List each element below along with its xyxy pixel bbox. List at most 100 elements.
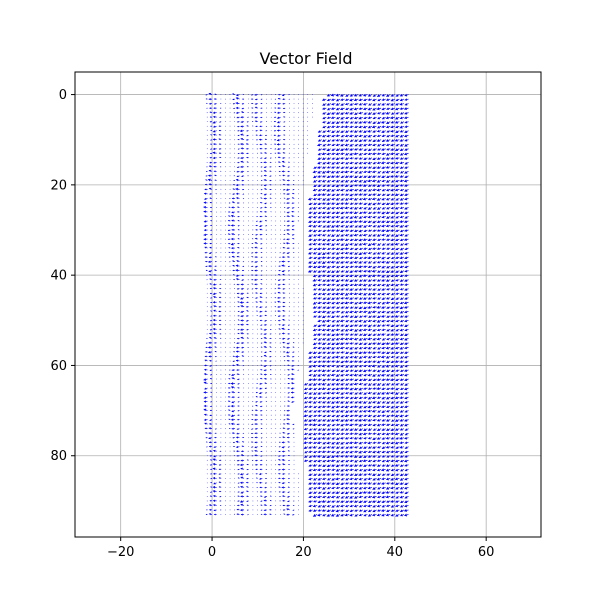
vector-arrow-head — [376, 138, 380, 142]
vector-arrow-head — [228, 206, 230, 208]
vector-arrow-head — [381, 211, 385, 215]
vector-arrow-head — [376, 165, 380, 169]
vector-arrow-head — [349, 156, 353, 160]
vector-arrow-head — [240, 319, 243, 322]
vector-arrow-head — [213, 318, 216, 322]
vector-arrow-head — [381, 220, 385, 224]
vector-arrow-head — [391, 279, 394, 282]
vector-arrow-head — [400, 170, 403, 174]
vector-arrow-head — [404, 238, 408, 242]
vector-arrow-head — [340, 274, 344, 278]
vector-arrow-head — [231, 228, 234, 232]
vector-arrow-head — [260, 197, 262, 199]
vector-arrow-head — [291, 391, 293, 394]
vector-arrow-head — [381, 265, 385, 269]
vector-arrow-head — [340, 265, 344, 269]
vector-arrow-head — [363, 229, 367, 233]
vector-arrow-head — [404, 229, 408, 232]
vector-arrow-head — [203, 378, 207, 381]
vector-arrow-head — [317, 179, 321, 183]
vector-arrow-head — [354, 269, 357, 273]
vector-arrow-head — [313, 301, 317, 305]
vector-arrow-head — [327, 260, 330, 264]
vector-arrow-head — [345, 215, 349, 219]
vector-arrow-head — [345, 193, 348, 196]
vector-arrow-head — [395, 292, 399, 296]
vector-arrow-head — [386, 323, 389, 327]
vector-arrow-head — [367, 256, 371, 260]
vector-arrow-head — [349, 288, 353, 291]
vector-arrow-head — [322, 242, 325, 246]
vector-arrow-head — [358, 220, 362, 223]
vector-arrow-head — [336, 288, 339, 291]
vector-arrow-head — [313, 296, 316, 300]
vector-arrow-head — [399, 265, 403, 269]
vector-arrow-head — [292, 192, 294, 195]
vector-arrow-head — [404, 260, 408, 264]
vector-arrow-head — [237, 202, 239, 204]
vector-arrow-head — [308, 211, 312, 215]
vector-arrow-head — [336, 98, 339, 102]
vector-arrow-head — [358, 269, 362, 273]
vector-arrow-head — [269, 337, 271, 339]
vector-arrow-head — [358, 224, 362, 228]
vector-arrow-head — [354, 233, 357, 237]
vector-arrow-head — [358, 188, 362, 192]
vector-arrow-head — [281, 327, 284, 331]
vector-arrow-head — [254, 256, 257, 259]
vector-arrow-head — [317, 256, 321, 260]
vector-arrow-head — [404, 152, 408, 156]
vector-arrow-head — [265, 138, 267, 141]
vector-arrow-head — [237, 220, 239, 222]
vector-arrow-head — [354, 351, 357, 354]
vector-arrow-head — [308, 265, 312, 269]
vector-arrow-head — [232, 193, 234, 195]
vector-arrow-head — [381, 260, 385, 264]
vector-arrow-head — [395, 166, 399, 169]
vector-arrow-head — [381, 93, 385, 97]
vector-arrow-head — [400, 211, 403, 215]
vector-arrow-head — [354, 134, 358, 138]
vector-arrow-head — [260, 201, 262, 204]
vector-arrow-head — [354, 129, 357, 133]
vector-arrow-head — [340, 211, 344, 215]
vector-arrow-head — [317, 170, 321, 174]
vector-arrow-head — [345, 229, 348, 232]
vector-arrow-head — [255, 391, 257, 394]
vector-arrow-head — [354, 382, 357, 386]
vector-arrow-head — [331, 283, 335, 287]
vector-arrow-head — [354, 183, 357, 187]
vector-arrow-head — [395, 278, 399, 282]
vector-arrow-head — [395, 341, 398, 345]
vector-arrow-head — [309, 207, 312, 210]
vector-arrow-head — [241, 175, 244, 178]
vector-arrow-head — [278, 265, 280, 267]
vector-arrow-head — [367, 328, 371, 332]
vector-arrow-head — [240, 160, 243, 164]
vector-arrow-head — [344, 170, 348, 174]
vector-arrow-head — [313, 175, 317, 179]
vector-arrow-head — [214, 261, 216, 263]
vector-arrow-head — [287, 328, 289, 331]
vector-arrow-head — [395, 94, 399, 97]
vector-arrow-head — [400, 206, 403, 210]
vector-arrow-head — [283, 238, 285, 240]
vector-arrow-head — [340, 270, 344, 273]
vector-arrow-head — [340, 143, 344, 147]
vector-arrow-head — [213, 314, 216, 317]
vector-arrow-head — [322, 247, 325, 251]
vector-arrow-head — [318, 206, 321, 210]
vector-arrow-head — [404, 93, 408, 97]
vector-arrow-head — [247, 288, 249, 290]
vector-arrow-head — [363, 161, 367, 165]
vector-arrow-head — [395, 102, 399, 106]
vector-arrow-head — [231, 369, 234, 372]
vector-arrow-head — [255, 237, 257, 240]
vector-arrow-head — [354, 93, 357, 97]
vector-arrow-head — [363, 269, 367, 273]
vector-arrow-head — [345, 179, 348, 183]
vector-arrow-head — [395, 220, 399, 224]
vector-arrow-head — [363, 220, 367, 224]
vector-arrow-head — [240, 301, 243, 304]
vector-arrow-head — [340, 103, 344, 106]
